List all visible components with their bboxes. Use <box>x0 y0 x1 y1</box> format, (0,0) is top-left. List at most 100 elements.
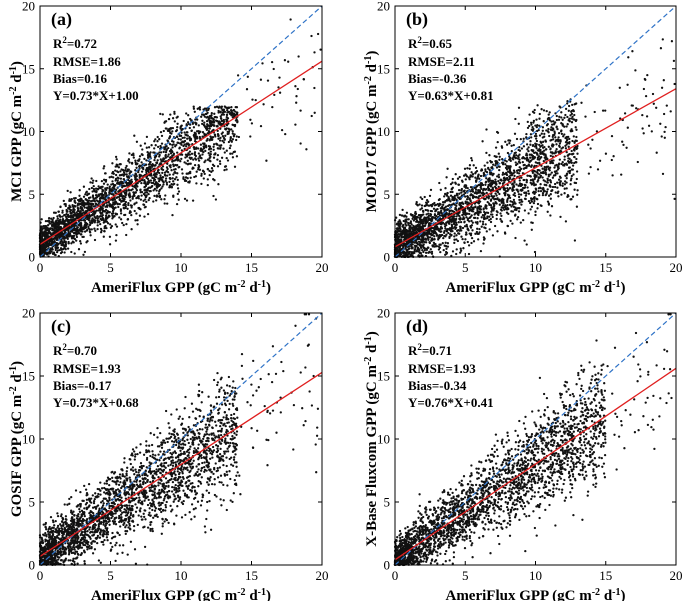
scatter-point <box>520 147 524 150</box>
scatter-point <box>145 146 148 149</box>
scatter-point <box>159 158 162 161</box>
scatter-point <box>516 218 519 221</box>
scatter-point <box>498 165 501 168</box>
scatter-point <box>459 220 463 224</box>
scatter-point <box>205 119 209 123</box>
scatter-point <box>67 231 70 235</box>
scatter-point <box>641 113 644 117</box>
scatter-point <box>575 118 578 122</box>
scatter-point <box>135 201 138 204</box>
scatter-point <box>504 232 507 235</box>
scatter-point <box>200 182 203 186</box>
scatter-point <box>59 251 63 255</box>
scatter-point <box>432 241 436 244</box>
scatter-point <box>455 204 458 208</box>
scatter-point <box>171 160 174 163</box>
scatter-point <box>175 129 179 132</box>
scatter-point <box>48 232 52 235</box>
scatter-point <box>134 172 137 175</box>
scatter-point <box>451 198 454 201</box>
scatter-point <box>221 131 224 134</box>
x-tick-label: 0 <box>37 260 44 275</box>
scatter-point <box>180 129 183 132</box>
scatter-point <box>51 220 54 223</box>
scatter-point <box>542 186 545 190</box>
scatter-point <box>518 166 521 169</box>
scatter-point <box>134 159 137 162</box>
scatter-point <box>402 219 405 223</box>
scatter-point <box>79 222 82 225</box>
scatter-point <box>424 251 428 254</box>
scatter-point <box>139 144 142 147</box>
scatter-point <box>476 217 479 220</box>
scatter-point <box>212 194 215 198</box>
scatter-point <box>198 135 201 139</box>
scatter-point <box>97 185 100 188</box>
scatter-point <box>567 153 570 156</box>
scatter-point <box>479 174 483 178</box>
scatter-point <box>504 204 507 207</box>
scatter-point <box>635 107 638 110</box>
scatter-point <box>115 233 118 237</box>
scatter-point <box>63 224 67 227</box>
scatter-point <box>453 235 456 238</box>
stat-bias: Bias=0.16 <box>53 71 107 86</box>
scatter-point <box>516 171 519 175</box>
scatter-point <box>456 177 460 180</box>
scatter-point <box>170 149 174 153</box>
scatter-point <box>212 156 216 159</box>
scatter-point <box>84 222 88 225</box>
scatter-point <box>497 173 500 176</box>
scatter-point <box>94 194 98 197</box>
scatter-point <box>116 196 119 199</box>
scatter-point <box>153 158 156 162</box>
scatter-point <box>482 171 485 175</box>
scatter-point <box>115 158 118 161</box>
scatter-point <box>218 139 222 142</box>
scatter-point <box>534 132 538 136</box>
scatter-point <box>158 155 161 158</box>
scatter-point <box>124 206 127 210</box>
scatter-point <box>480 216 483 219</box>
scatter-point <box>557 131 561 135</box>
stat-r2: R2=0.72 <box>53 35 97 51</box>
scatter-point <box>107 200 111 204</box>
scatter-point <box>104 205 107 208</box>
scatter-point <box>481 140 484 143</box>
scatter-point <box>154 154 158 157</box>
scatter-point <box>166 202 169 205</box>
scatter-point <box>402 227 406 230</box>
scatter-point <box>216 124 219 128</box>
scatter-point <box>87 199 90 202</box>
scatter-point <box>593 110 596 114</box>
scatter-point <box>446 204 450 208</box>
scatter-point <box>81 209 85 212</box>
scatter-point <box>425 248 429 252</box>
scatter-point <box>524 197 527 201</box>
scatter-point <box>122 206 125 210</box>
scatter-point <box>54 248 57 252</box>
scatter-point <box>231 152 234 155</box>
scatter-point <box>445 176 448 179</box>
scatter-point <box>168 136 171 139</box>
scatter-point <box>180 153 184 156</box>
scatter-point <box>71 240 74 243</box>
scatter-point <box>454 182 457 185</box>
scatter-point <box>122 223 125 227</box>
scatter-point <box>89 234 92 237</box>
scatter-point <box>423 204 427 208</box>
scatter-point <box>498 182 502 185</box>
scatter-point <box>454 207 457 210</box>
scatter-point <box>470 171 473 174</box>
scatter-point <box>82 185 86 188</box>
scatter-point <box>508 187 512 190</box>
scatter-point <box>494 146 498 149</box>
scatter-point <box>475 230 479 234</box>
scatter-point <box>567 161 571 164</box>
scatter-point <box>225 156 228 160</box>
scatter-point <box>213 112 216 115</box>
scatter-point <box>135 212 138 215</box>
scatter-point <box>536 172 539 175</box>
scatter-point <box>497 180 500 183</box>
scatter-point <box>569 198 572 201</box>
